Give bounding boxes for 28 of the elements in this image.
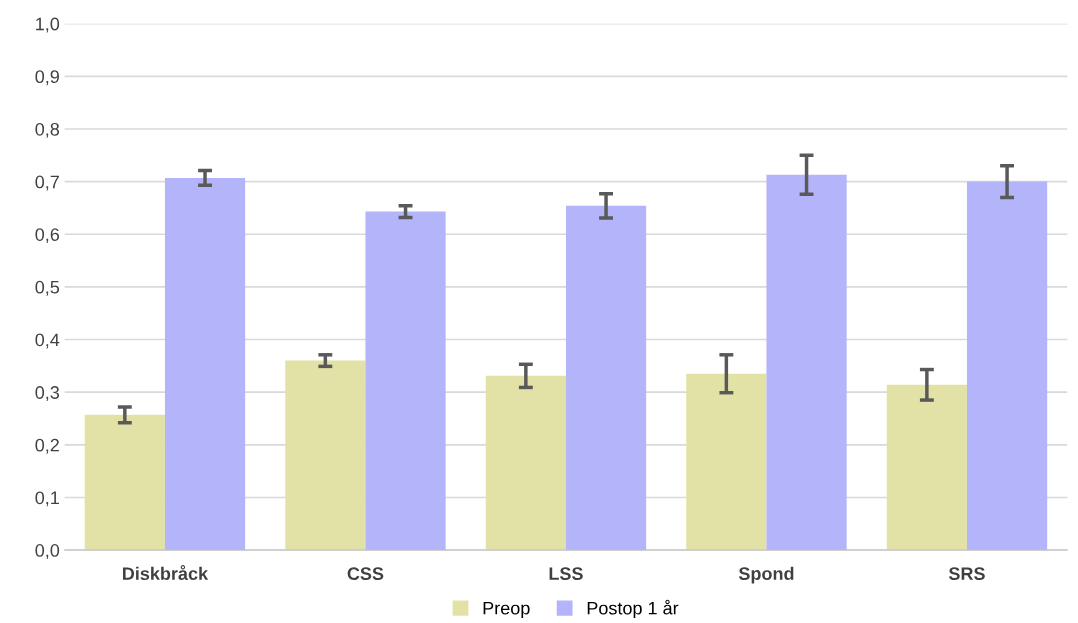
y-tick-label: 0,2: [35, 438, 59, 454]
y-tick-label: 0,4: [35, 333, 60, 349]
y-tick-label: 0,3: [35, 386, 60, 402]
bar: [285, 360, 366, 551]
y-tick-label: 1,0: [36, 17, 60, 33]
y-tick-label: 0,0: [35, 544, 60, 559]
y-tick-label: 0,8: [35, 122, 60, 138]
legend-label: Preop: [483, 601, 530, 619]
y-tick-label: 0,6: [35, 228, 60, 244]
x-tick-label: Diskbråck: [122, 565, 209, 581]
bar: [84, 414, 165, 551]
bar: [565, 205, 647, 551]
bar: [365, 211, 446, 551]
legend-label: Postop 1 år: [587, 599, 679, 619]
x-tick-label: Spond: [738, 566, 794, 584]
y-tick-label: 0,1: [35, 491, 59, 507]
x-tick-label: LSS: [549, 567, 583, 581]
bar: [966, 181, 1048, 551]
y-tick-label: 0,5: [35, 280, 60, 296]
bar: [485, 375, 566, 551]
x-tick-label: CSS: [347, 567, 384, 581]
x-tick-label: SRS: [948, 567, 985, 581]
bar: [686, 373, 767, 551]
y-tick-label: 0,7: [35, 175, 59, 191]
bar: [164, 177, 246, 551]
bar: [766, 174, 847, 551]
y-tick-label: 0,9: [35, 70, 59, 86]
bar: [886, 384, 967, 551]
